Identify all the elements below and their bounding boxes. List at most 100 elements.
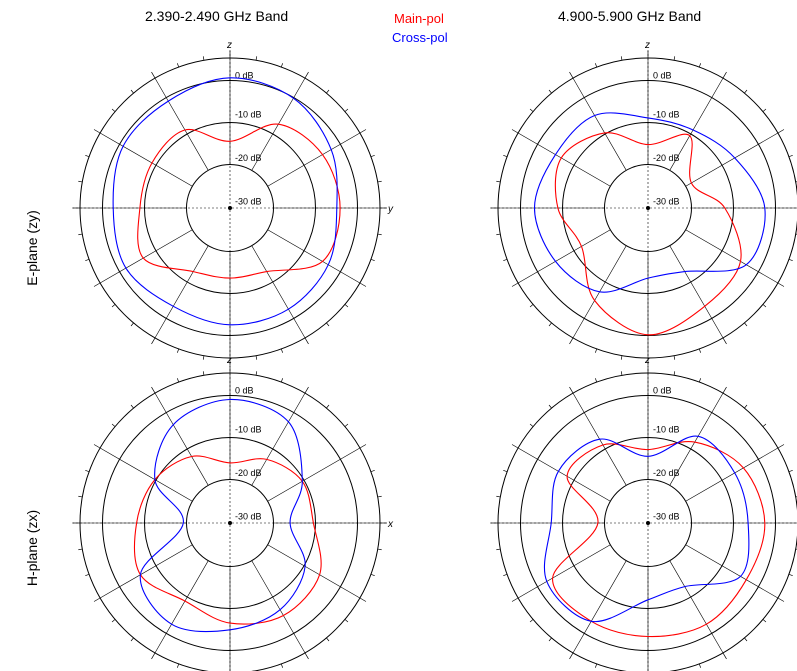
ring-label-2: -20 dB [235, 468, 262, 478]
ring-label-3: -30 dB [235, 512, 262, 522]
trace-main-pol [133, 455, 322, 625]
ring-label-1: -10 dB [235, 425, 262, 435]
grid-spoke-60 [685, 132, 779, 187]
grid-spoke-150 [251, 245, 306, 339]
minor-tick-70 [788, 155, 793, 158]
minor-tick-20 [698, 378, 701, 383]
ring-label-1: -10 dB [653, 425, 680, 435]
minor-tick-220 [130, 637, 134, 642]
axis-label-top: z [644, 40, 650, 51]
outer-tick-30 [722, 71, 727, 79]
minor-tick-10 [673, 371, 676, 376]
minor-tick-130 [762, 304, 767, 308]
outer-tick-300 [511, 129, 519, 134]
trace-cross-pol [139, 398, 306, 633]
minor-tick-290 [85, 469, 90, 473]
grid-spoke-60 [685, 447, 779, 502]
outer-tick-30 [722, 386, 727, 394]
minor-tick-110 [370, 573, 375, 576]
outer-tick-60 [777, 129, 785, 134]
minor-tick-160 [280, 663, 284, 668]
ring-label-0: 0 dB [235, 386, 254, 396]
minor-tick-190 [620, 355, 623, 360]
ring-label-0: 0 dB [235, 71, 254, 81]
minor-tick-290 [85, 155, 90, 158]
ring-label-1: -10 dB [653, 110, 680, 120]
minor-tick-100 [795, 233, 797, 235]
outer-tick-150 [722, 652, 727, 660]
minor-tick-20 [280, 378, 284, 383]
minor-tick-310 [111, 423, 116, 427]
axis-label-top: z [226, 40, 232, 51]
band-title-right: 4.900-5.900 GHz Band [558, 8, 702, 24]
minor-tick-40 [744, 404, 748, 409]
axis-label-top: z [226, 355, 232, 366]
grid-spoke-30 [251, 392, 306, 486]
polar-plot-e-plane-high: 0 dB -10 dB -20 dB -30 dB z [490, 40, 797, 366]
minor-tick-280 [78, 495, 83, 498]
minor-tick-260 [496, 548, 501, 551]
outer-tick-120 [777, 597, 785, 602]
minor-tick-140 [744, 637, 748, 642]
minor-tick-100 [377, 548, 382, 551]
minor-tick-80 [377, 495, 382, 498]
minor-tick-230 [529, 619, 534, 623]
axis-label-top: z [644, 355, 650, 366]
minor-tick-100 [377, 233, 382, 236]
minor-tick-10 [255, 371, 258, 376]
minor-tick-230 [529, 304, 534, 308]
minor-tick-190 [202, 355, 205, 360]
minor-tick-320 [548, 89, 552, 94]
polar-plot-e-plane-low: 0 dB -10 dB -20 dB -30 dB z y [72, 40, 394, 366]
minor-tick-10 [673, 56, 676, 61]
ring-label-0: 0 dB [653, 71, 672, 81]
outer-tick-330 [569, 386, 574, 394]
outer-tick-120 [359, 282, 367, 287]
grid-spoke-300 [99, 132, 193, 187]
outer-tick-30 [304, 386, 309, 394]
minor-tick-350 [202, 371, 205, 376]
outer-tick-240 [93, 597, 101, 602]
minor-tick-260 [496, 233, 501, 236]
outer-tick-30 [304, 71, 309, 79]
minor-tick-340 [595, 63, 598, 68]
grid-spoke-300 [517, 447, 611, 502]
ring-label-3: -30 dB [653, 512, 680, 522]
ring-label-3: -30 dB [653, 197, 680, 207]
minor-tick-50 [762, 108, 767, 112]
minor-tick-250 [85, 573, 90, 576]
grid-spoke-300 [99, 447, 193, 502]
grid-spoke-210 [154, 245, 209, 339]
minor-tick-80 [377, 180, 382, 183]
minor-tick-130 [344, 619, 349, 623]
minor-tick-170 [255, 355, 258, 360]
grid-spoke-330 [154, 392, 209, 486]
grid-spoke-240 [99, 544, 193, 599]
minor-tick-160 [280, 348, 284, 353]
minor-tick-130 [344, 304, 349, 308]
grid-spoke-240 [517, 229, 611, 284]
center-dot [646, 521, 650, 525]
grid-spoke-240 [99, 229, 193, 284]
minor-tick-200 [177, 348, 180, 353]
minor-tick-80 [795, 496, 797, 498]
ring-label-2: -20 dB [235, 153, 262, 163]
polar-plot-h-plane-high: 0 dB -10 dB -20 dB -30 dB z [490, 355, 797, 671]
outer-tick-60 [359, 444, 367, 449]
minor-tick-260 [78, 548, 83, 551]
trace-main-pol [552, 440, 766, 638]
minor-tick-290 [503, 155, 508, 158]
outer-tick-150 [722, 337, 727, 345]
minor-tick-280 [496, 495, 501, 498]
outer-tick-210 [151, 652, 156, 660]
outer-tick-120 [777, 282, 785, 287]
minor-tick-310 [529, 108, 534, 112]
minor-tick-130 [762, 619, 767, 623]
minor-tick-320 [130, 89, 134, 94]
center-dot [228, 206, 232, 210]
minor-tick-250 [503, 573, 508, 576]
minor-tick-310 [529, 423, 534, 427]
minor-tick-110 [370, 258, 375, 262]
minor-tick-160 [698, 663, 701, 668]
